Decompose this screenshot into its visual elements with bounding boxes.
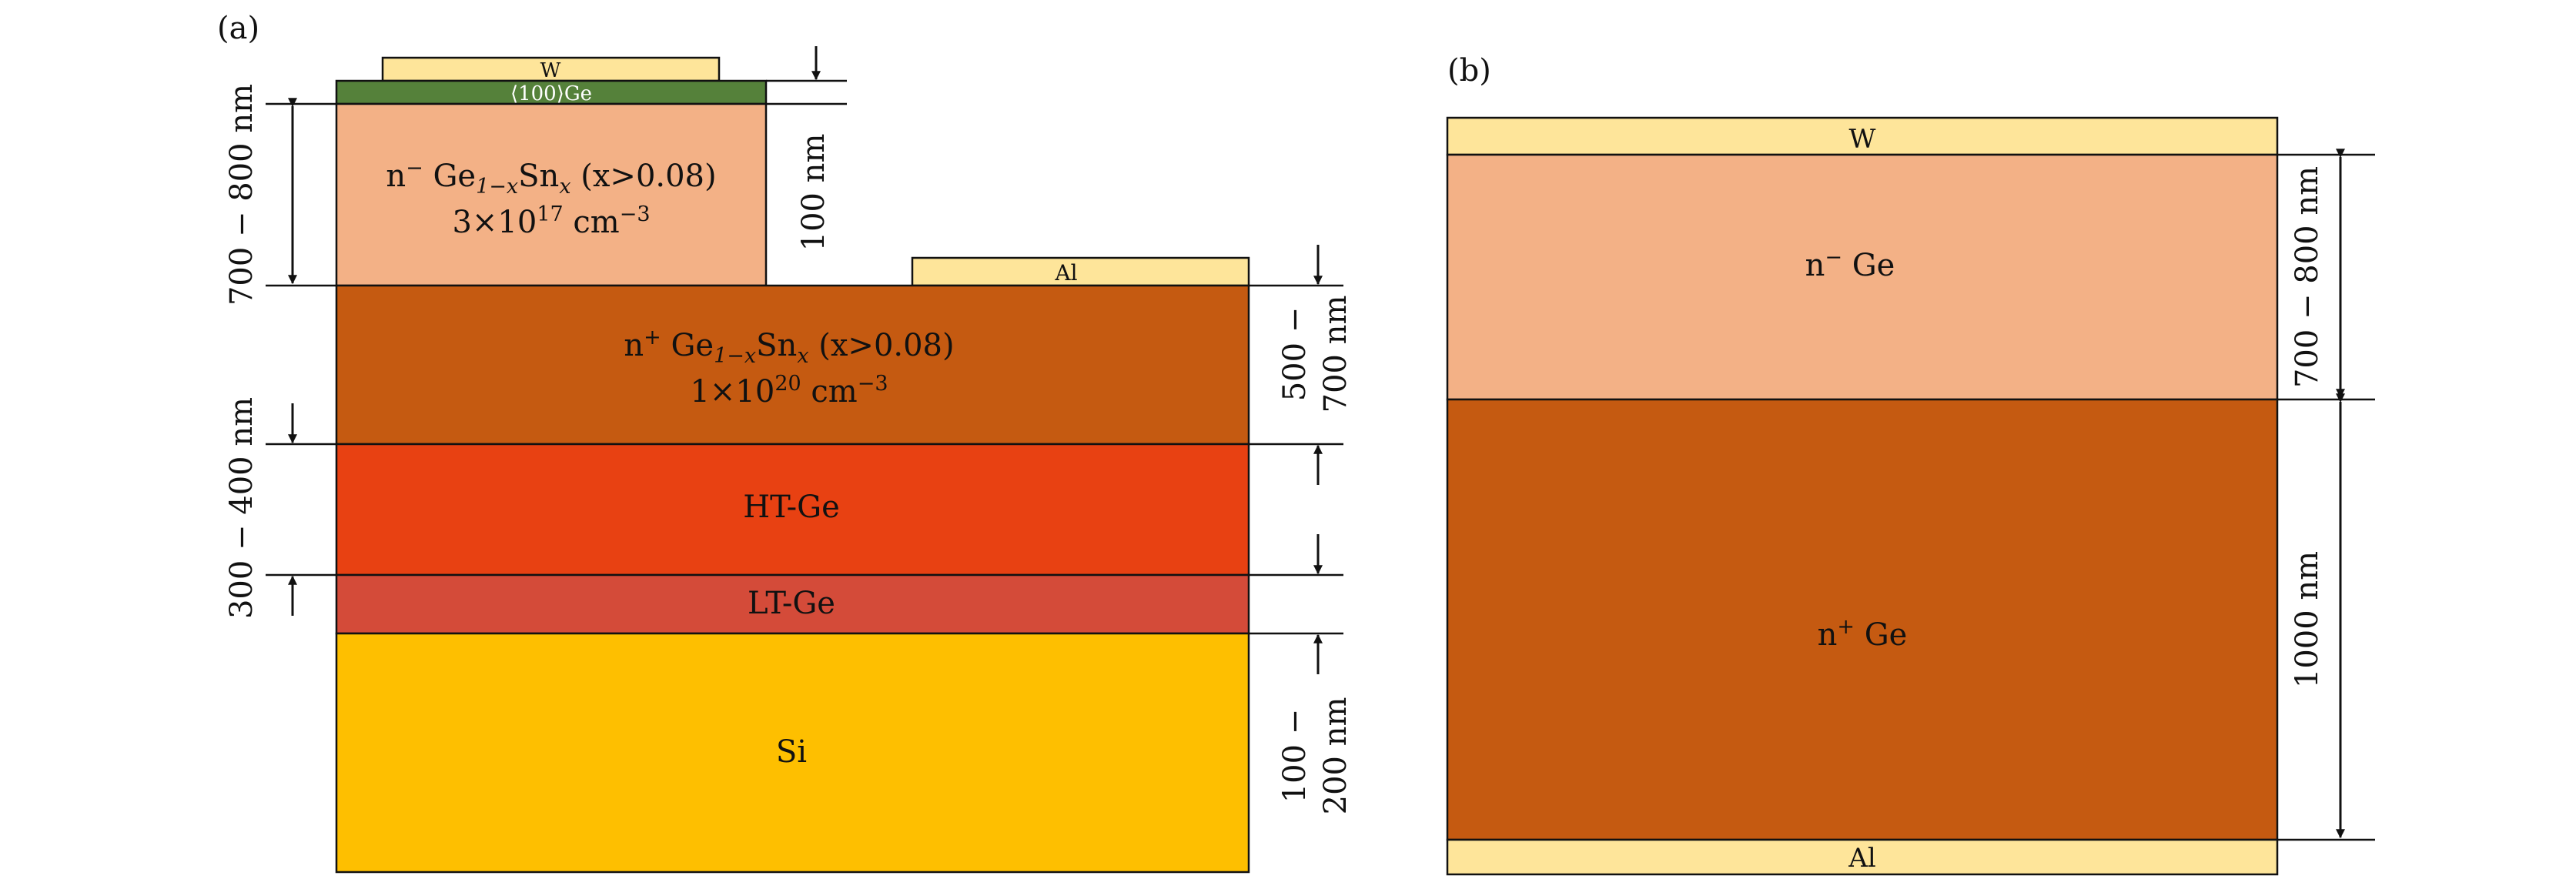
panel-a-buffer-thickness-label: 300 − 400 nm xyxy=(224,397,259,619)
panel-a-n-minus-layer xyxy=(335,102,768,287)
panel-a-left-guides xyxy=(266,102,336,577)
panel-b-al-contact xyxy=(1446,838,2279,876)
panel-b-w-label: W xyxy=(1849,124,1876,155)
panel-b-al-label: Al xyxy=(1848,843,1875,874)
panel-a-n-plus-thickness-label-2: 700 nm xyxy=(1318,296,1353,413)
panel-a: (a) W ⟨100⟩Ge n− Ge1−xSnx (x>0.08) 3×101… xyxy=(217,11,1353,874)
panel-a-n-plus-thickness-label-1: 500 − xyxy=(1277,307,1313,402)
panel-a-al-label: Al xyxy=(1054,260,1077,286)
panel-a-n-plus-layer xyxy=(335,284,1250,446)
panel-a-ht-ge-layer xyxy=(335,443,1250,577)
panel-a-right-guides xyxy=(766,79,1343,635)
panel-a-n-minus-label: n− Ge1−xSnx (x>0.08) xyxy=(386,156,716,199)
panel-b-n-plus-layer xyxy=(1446,398,2279,841)
panel-b-n-plus-label: n+ Ge xyxy=(1818,615,1908,653)
panel-b-n-minus-thickness-label: 700 − 800 nm xyxy=(2290,166,2325,388)
panel-a-n-minus-doping: 3×1017 cm−3 xyxy=(452,202,650,240)
panel-a-si-label: Si xyxy=(776,734,807,770)
panel-a-n-plus-doping: 1×1020 cm−3 xyxy=(690,372,888,409)
panel-a-lt-ge-layer xyxy=(335,573,1250,635)
panel-a-lt-thickness-label-1: 100 − xyxy=(1277,709,1313,804)
panel-a-w-label: W xyxy=(540,59,561,82)
panel-b-n-minus-layer xyxy=(1446,153,2279,401)
panel-a-lt-thickness-label-2: 200 nm xyxy=(1318,697,1353,815)
panel-b-right-guides xyxy=(2277,153,2375,841)
panel-a-lt-ge-label: LT-Ge xyxy=(748,586,835,621)
panel-b-w-contact xyxy=(1446,116,2279,156)
panel-b-n-plus-thickness-label: 1000 nm xyxy=(2290,551,2325,688)
panel-a-label: (a) xyxy=(217,11,259,46)
panel-b: (b) W n− Ge n+ Ge Al 700 − 800 nm 1000 n… xyxy=(1446,53,2375,876)
panel-b-n-minus-label: n− Ge xyxy=(1805,246,1895,283)
panel-a-cap-thickness-label: 100 nm xyxy=(796,134,831,252)
panel-a-al-contact xyxy=(911,256,1250,287)
panel-a-si-substrate xyxy=(335,632,1250,874)
panel-a-n-plus-label: n+ Ge1−xSnx (x>0.08) xyxy=(624,326,954,368)
panel-a-ht-ge-label: HT-Ge xyxy=(743,490,840,525)
panel-a-dimension-arrows xyxy=(288,46,1323,674)
panel-b-label: (b) xyxy=(1447,53,1491,89)
panel-a-ge-cap-label: ⟨100⟩Ge xyxy=(510,82,592,105)
panel-a-n-minus-thickness-label: 700 − 800 nm xyxy=(224,84,259,306)
